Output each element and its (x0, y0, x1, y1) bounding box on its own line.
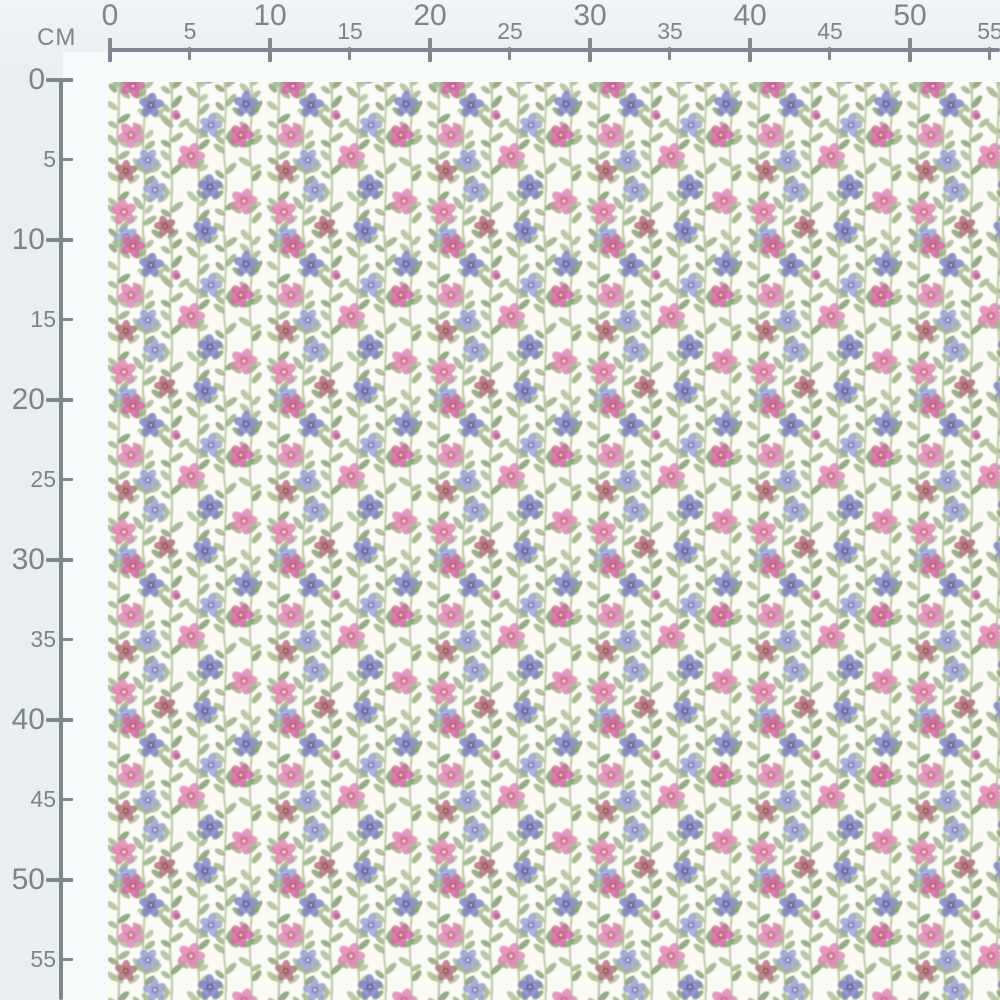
left-ruler-tick-label: 15 (30, 306, 56, 332)
top-ruler-tick (668, 47, 671, 60)
top-ruler-tick-label: 45 (817, 18, 843, 44)
left-ruler-tick (59, 478, 73, 481)
top-ruler-tick-label: 30 (573, 0, 607, 32)
left-ruler-tick-label: 0 (28, 63, 45, 96)
top-ruler-tick-label: 55 (977, 18, 1000, 44)
top-ruler-tick (508, 47, 511, 60)
left-ruler-tick-label: 45 (30, 786, 56, 812)
top-ruler-tick (348, 47, 351, 60)
left-ruler-tick-label: 35 (30, 626, 56, 652)
left-ruler-tick-label: 55 (30, 946, 56, 972)
top-ruler-tick (428, 38, 432, 62)
top-ruler-tick (828, 47, 831, 60)
left-ruler-tick (59, 638, 73, 641)
left-ruler-tick (46, 718, 73, 722)
floral-pattern (108, 82, 1000, 1000)
left-ruler-tick (59, 158, 73, 161)
top-ruler-tick-label: 20 (413, 0, 447, 32)
left-ruler-tick-label: 25 (30, 466, 56, 492)
top-ruler-tick-label: 10 (253, 0, 287, 32)
top-ruler-tick (108, 38, 112, 62)
top-ruler-tick-label: 50 (893, 0, 927, 32)
top-ruler-tick (188, 47, 191, 60)
left-ruler-tick-label: 30 (11, 543, 45, 576)
left-ruler-tick (46, 398, 73, 402)
left-ruler-tick (46, 558, 73, 562)
top-ruler-tick-label: 15 (337, 18, 363, 44)
fabric-swatch (108, 82, 1000, 1000)
left-ruler-tick (59, 798, 73, 801)
top-ruler-tick (988, 47, 991, 60)
top-ruler-tick-label: 35 (657, 18, 683, 44)
top-ruler-tick-label: 5 (183, 18, 197, 44)
top-ruler-tick (588, 38, 592, 62)
left-ruler-tick-label: 5 (43, 146, 56, 172)
left-ruler-tick (46, 238, 73, 242)
top-ruler-tick (748, 38, 752, 62)
ruler-unit-label: CM (37, 24, 77, 51)
top-ruler-line (108, 48, 1000, 52)
left-ruler-tick (59, 318, 73, 321)
left-ruler-tick-label: 10 (11, 223, 45, 256)
left-ruler-tick-label: 40 (11, 703, 45, 736)
left-ruler-tick-label: 20 (11, 383, 45, 416)
floral-pattern-svg (108, 82, 1000, 1000)
left-ruler-tick-label: 50 (11, 863, 45, 896)
top-ruler-tick (268, 38, 272, 62)
top-ruler-tick-label: 0 (101, 0, 119, 32)
left-ruler-line (59, 78, 63, 1000)
top-ruler-tick-label: 40 (733, 0, 767, 32)
top-ruler-tick-label: 25 (497, 18, 523, 44)
left-ruler-tick (46, 78, 73, 82)
left-ruler-tick (59, 958, 73, 961)
left-ruler-tick (46, 878, 73, 882)
top-ruler-tick (908, 38, 912, 62)
